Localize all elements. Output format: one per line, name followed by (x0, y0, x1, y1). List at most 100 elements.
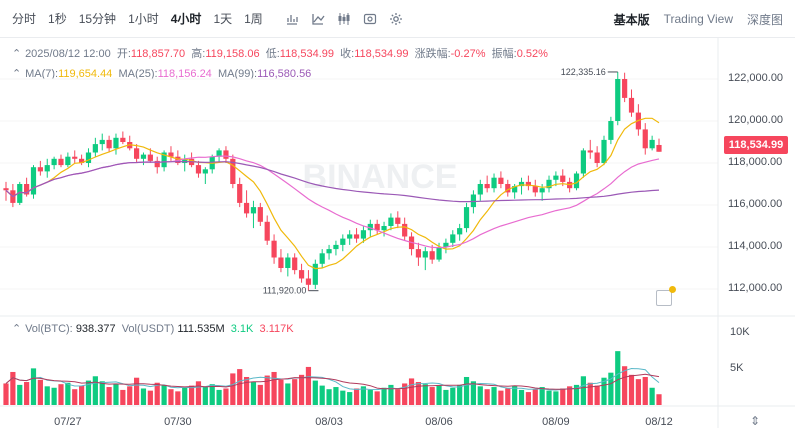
volume-bar (594, 385, 600, 405)
candle-body (106, 139, 112, 149)
gear-icon[interactable] (383, 9, 409, 29)
candle-body (79, 158, 85, 163)
candle-body (168, 152, 174, 157)
volume-bar (622, 366, 628, 405)
candle-body (388, 217, 394, 226)
candle-body (30, 167, 37, 195)
candle-body (65, 156, 71, 166)
volume-bar (498, 390, 504, 405)
ma7-label: MA(7): (25, 68, 59, 80)
ma99-value: 116,580.56 (257, 68, 312, 80)
volume-bar (326, 389, 332, 405)
candle-body (278, 257, 284, 268)
high-value: 119,158.06 (205, 48, 260, 60)
volume-bar (312, 380, 318, 405)
candle-body (216, 150, 222, 157)
axis-settings-icon[interactable]: ⇕ (750, 414, 761, 428)
candle-body (622, 79, 628, 98)
view-tab-2[interactable]: 深度图 (746, 12, 783, 27)
fullscreen-icon[interactable] (357, 9, 383, 29)
candle-body (601, 139, 607, 163)
ma99-label: MA(99): (217, 68, 258, 80)
candle-body (567, 181, 573, 189)
candle-body (635, 112, 641, 130)
volume-bar (257, 384, 263, 405)
volume-bar (347, 392, 353, 405)
candle-body (120, 137, 126, 142)
collapse-chevron-icon[interactable]: ⌃ (12, 323, 22, 335)
volume-bar (642, 376, 648, 405)
ohlc-info: ⌃ 2025/08/12 12:00 开:118,857.70 高:119,15… (12, 45, 548, 61)
view-tab-0[interactable]: 基本版 (613, 12, 650, 27)
timeframe-2[interactable]: 15分钟 (78, 12, 117, 26)
timeframe-1[interactable]: 1秒 (48, 12, 67, 26)
candle-body (656, 144, 662, 152)
timeframe-3[interactable]: 1小时 (128, 12, 159, 26)
candle-body (271, 240, 277, 258)
timeframe-0[interactable]: 分时 (12, 12, 37, 26)
candle-body (518, 181, 525, 187)
volume-bar (539, 387, 545, 405)
alert-widget-icon[interactable] (656, 286, 676, 306)
candle-body (532, 186, 538, 193)
volume-bar (450, 387, 456, 405)
price-axis-label: 114,000.00 (728, 240, 783, 252)
timeframe-6[interactable]: 1周 (244, 12, 263, 26)
collapse-chevron-icon[interactable]: ⌃ (12, 48, 22, 60)
ma25-value: 118,156.24 (157, 68, 212, 80)
collapse-chevron-icon[interactable]: ⌃ (12, 68, 22, 80)
candle-body (408, 236, 415, 250)
candle-body (161, 152, 167, 168)
volume-bar (402, 383, 408, 405)
volume-bar (477, 386, 483, 405)
volume-bar (525, 392, 531, 405)
vol-ma10-value: 3.117K (259, 323, 294, 335)
volume-axis-label: 10K (730, 326, 750, 339)
volume-bar (202, 387, 208, 405)
volume-bar (292, 379, 298, 405)
draw-line-icon[interactable] (305, 9, 331, 29)
volume-bar (573, 384, 580, 405)
candle-body (587, 150, 593, 153)
watermark: BINANCE (303, 158, 458, 196)
candle-body (140, 154, 147, 159)
candle-type-icon[interactable] (331, 9, 357, 29)
volume-bar (285, 383, 291, 405)
timeframe-4[interactable]: 4小时 (170, 12, 202, 26)
timeframe-5[interactable]: 1天 (213, 12, 233, 26)
candle-body (642, 129, 648, 149)
volume-bar (505, 388, 511, 405)
candle-body (484, 184, 490, 189)
volume-bar (429, 387, 435, 405)
view-tab-1[interactable]: Trading View (663, 12, 733, 26)
candle-body (72, 156, 78, 159)
volume-bar (216, 389, 222, 405)
volume-bar (422, 384, 428, 405)
volume-bar (195, 381, 202, 405)
candle-body (580, 150, 586, 174)
volume-bar (99, 381, 105, 405)
amplitude-value: 0.52% (516, 48, 548, 60)
change-label: 涨跌幅: (414, 48, 451, 60)
candle-body (333, 244, 339, 250)
candle-body (264, 221, 270, 241)
volume-bar (175, 391, 181, 405)
candle-body (134, 148, 140, 159)
candle-body (223, 150, 229, 159)
candle-body (429, 251, 435, 260)
indicator-icon[interactable] (279, 9, 305, 29)
volume-bar (44, 386, 50, 405)
volume-bar (512, 385, 518, 405)
candle-body (374, 223, 380, 231)
volume-bar (106, 387, 112, 405)
volume-bar (491, 387, 497, 405)
volume-bar (553, 391, 559, 405)
candle-body (443, 242, 449, 247)
candle-body (470, 194, 477, 208)
date-axis-label: 08/06 (425, 416, 453, 428)
volume-bar (656, 394, 662, 405)
volume-bar (271, 371, 277, 405)
candle-body (195, 165, 202, 174)
volume-bar (140, 388, 147, 405)
volume-bar (436, 385, 442, 405)
